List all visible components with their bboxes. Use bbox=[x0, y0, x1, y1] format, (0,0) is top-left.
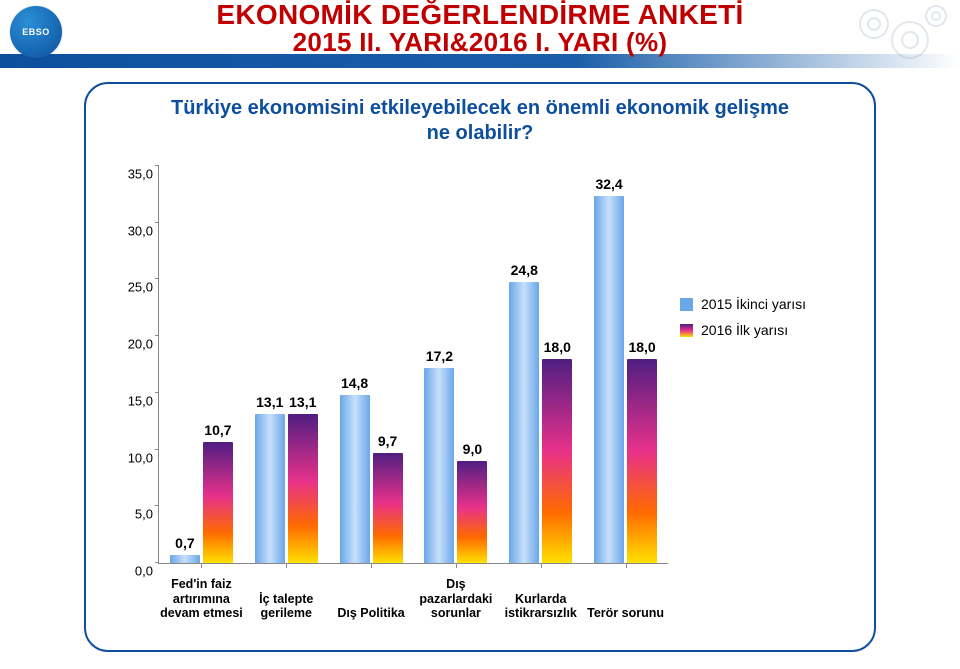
y-tick-label: 20,0 bbox=[115, 337, 153, 352]
y-tick-label: 15,0 bbox=[115, 393, 153, 408]
y-tick-mark bbox=[155, 392, 159, 393]
bar-value-label-s1: 24,8 bbox=[504, 262, 544, 278]
bar-s1 bbox=[509, 282, 539, 563]
x-tick-mark bbox=[456, 563, 457, 568]
y-tick-mark bbox=[155, 222, 159, 223]
legend-item-s1: 2015 İkinci yarısı bbox=[680, 296, 848, 312]
bar-s2 bbox=[457, 461, 487, 563]
bar-s1 bbox=[424, 368, 454, 563]
bar-s1 bbox=[255, 414, 285, 563]
x-tick-mark bbox=[201, 563, 202, 568]
legend-label-s1: 2015 İkinci yarısı bbox=[701, 296, 806, 312]
bar-s2 bbox=[627, 359, 657, 563]
bar-value-label-s2: 10,7 bbox=[198, 422, 238, 438]
legend-swatch-s1 bbox=[680, 298, 693, 311]
legend: 2015 İkinci yarısı 2016 İlk yarısı bbox=[680, 296, 848, 348]
bar-s1 bbox=[594, 196, 624, 564]
bar-value-label-s2: 13,1 bbox=[283, 394, 323, 410]
x-tick-mark bbox=[626, 563, 627, 568]
category-label: Terör sorunu bbox=[581, 606, 671, 621]
x-tick-mark bbox=[541, 563, 542, 568]
y-tick-label: 30,0 bbox=[115, 223, 153, 238]
subtitle-line-2: ne olabilir? bbox=[427, 122, 534, 144]
category-label: Dış pazarlardaki sorunlar bbox=[411, 577, 501, 621]
plot-area: 0,05,010,015,020,025,030,035,0Fed'in fai… bbox=[158, 166, 668, 564]
chart-subtitle: Türkiye ekonomisini etkileyebilecek en ö… bbox=[86, 96, 874, 152]
bar-value-label-s2: 9,7 bbox=[368, 433, 408, 449]
y-tick-label: 5,0 bbox=[115, 507, 153, 522]
bar-value-label-s2: 18,0 bbox=[537, 339, 577, 355]
category-label: İç talepte gerileme bbox=[241, 592, 331, 622]
category-label: Fed'in faiz artırımına devam etmesi bbox=[156, 577, 246, 621]
chart-card: Türkiye ekonomisini etkileyebilecek en ö… bbox=[84, 82, 876, 652]
legend-swatch-s2 bbox=[680, 324, 693, 337]
bar-s1 bbox=[340, 395, 370, 563]
y-tick-mark bbox=[155, 449, 159, 450]
y-tick-label: 35,0 bbox=[115, 167, 153, 182]
x-tick-mark bbox=[371, 563, 372, 568]
bar-s2 bbox=[203, 442, 233, 563]
y-tick-label: 25,0 bbox=[115, 280, 153, 295]
y-tick-label: 10,0 bbox=[115, 450, 153, 465]
title-line-2: 2015 II. YARI&2016 I. YARI (%) bbox=[0, 29, 960, 56]
x-tick-mark bbox=[286, 563, 287, 568]
bar-value-label-s1: 17,2 bbox=[419, 348, 459, 364]
page-title: EKONOMİK DEĞERLENDİRME ANKETİ 2015 II. Y… bbox=[0, 0, 960, 57]
bar-value-label-s2: 18,0 bbox=[622, 339, 662, 355]
y-tick-mark bbox=[155, 165, 159, 166]
category-label: Kurlarda istikrarsızlık bbox=[496, 592, 586, 622]
subtitle-line-1: Türkiye ekonomisini etkileyebilecek en ö… bbox=[171, 97, 789, 119]
chart-area: 0,0 5,0 10,0 15,0 20,0 25,0 30,0 35,0 Fed'in fai… bbox=[112, 166, 848, 636]
y-tick-mark bbox=[155, 562, 159, 563]
bar-s1 bbox=[170, 555, 200, 563]
bar-value-label-s1: 14,8 bbox=[335, 375, 375, 391]
bar-s2 bbox=[542, 359, 572, 563]
bar-value-label-s1: 32,4 bbox=[589, 176, 629, 192]
y-tick-mark bbox=[155, 505, 159, 506]
y-tick-label: 0,0 bbox=[115, 564, 153, 579]
y-tick-mark bbox=[155, 278, 159, 279]
bar-s2 bbox=[373, 453, 403, 563]
legend-label-s2: 2016 İlk yarısı bbox=[701, 322, 788, 338]
bar-value-label-s2: 9,0 bbox=[452, 441, 492, 457]
bar-s2 bbox=[288, 414, 318, 563]
category-label: Dış Politika bbox=[326, 606, 416, 621]
bar-value-label-s1: 0,7 bbox=[165, 535, 205, 551]
y-tick-mark bbox=[155, 335, 159, 336]
title-line-1: EKONOMİK DEĞERLENDİRME ANKETİ bbox=[0, 0, 960, 29]
legend-item-s2: 2016 İlk yarısı bbox=[680, 322, 848, 338]
